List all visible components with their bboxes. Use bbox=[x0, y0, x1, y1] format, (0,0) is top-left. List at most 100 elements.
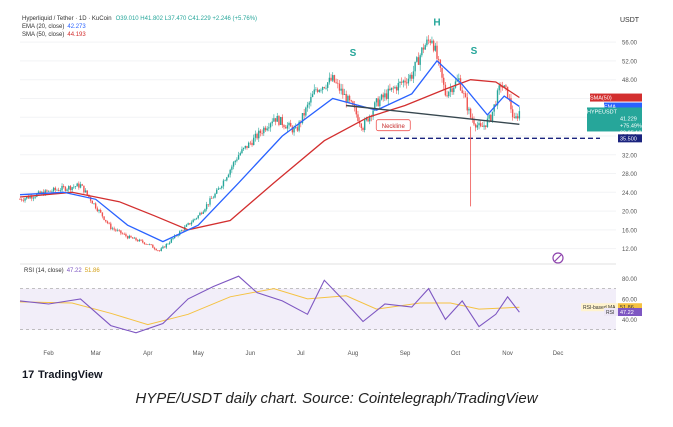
candle-body bbox=[453, 87, 455, 93]
candle-body bbox=[26, 196, 28, 199]
candle-body bbox=[406, 82, 408, 84]
candle-body bbox=[456, 79, 458, 82]
candle-body bbox=[258, 130, 260, 139]
ema-legend-label: EMA (20, close) bbox=[22, 24, 64, 30]
candle-body bbox=[443, 77, 445, 85]
last-price-tag-change: +75.49% bbox=[620, 123, 642, 129]
candle-body bbox=[126, 236, 129, 239]
candle-body bbox=[392, 87, 394, 89]
rsi-ma-line bbox=[19, 288, 520, 326]
candle-body bbox=[375, 98, 378, 103]
rsi-legend-label: RSI (14, close) bbox=[24, 268, 64, 274]
candle-body bbox=[194, 218, 196, 220]
candle-body bbox=[330, 77, 332, 81]
rsi-ma-tag-label: RSI-based MA bbox=[583, 305, 616, 311]
candle-body bbox=[278, 115, 280, 125]
candle-body bbox=[496, 90, 499, 106]
candle-body bbox=[115, 229, 117, 231]
moving-averages bbox=[19, 59, 520, 243]
candle-body bbox=[513, 117, 516, 119]
time-tick-label: Jul bbox=[297, 351, 305, 357]
candle-body bbox=[135, 237, 137, 241]
time-tick-label: Mar bbox=[90, 351, 100, 357]
candle-body bbox=[256, 133, 258, 139]
rsi-tick-label: 80.00 bbox=[622, 277, 638, 283]
candle-body bbox=[49, 190, 51, 192]
candle-body bbox=[251, 142, 253, 146]
candle-body bbox=[200, 212, 203, 214]
candle-body bbox=[321, 87, 324, 90]
candle-body bbox=[182, 230, 184, 231]
candle-body bbox=[147, 244, 149, 245]
last-price-tag-value-box bbox=[618, 107, 642, 132]
ema-20-line bbox=[19, 59, 520, 243]
candle-body bbox=[120, 230, 122, 234]
sma-legend: SMA (50, close) 44.193 bbox=[22, 32, 86, 38]
candle-body bbox=[385, 93, 388, 99]
candle-body bbox=[414, 61, 416, 72]
tradingview-wordmark: TradingView bbox=[38, 369, 103, 381]
candle-body bbox=[382, 94, 384, 98]
candle-body bbox=[192, 219, 194, 223]
rsi-panel: 40.00 60.00 80.00 RSI-based MA 51.86 RSI 47.2… bbox=[19, 263, 642, 334]
candle-body bbox=[180, 230, 183, 232]
candle-body bbox=[145, 244, 147, 245]
candle-body bbox=[189, 223, 191, 225]
candle-body bbox=[118, 230, 120, 231]
sma-tag-value-box bbox=[618, 93, 642, 102]
candle-body bbox=[335, 82, 337, 83]
candle-body bbox=[379, 99, 381, 107]
candle-body bbox=[498, 85, 500, 91]
candle-body bbox=[313, 89, 315, 95]
candle-body bbox=[165, 244, 167, 248]
candle-body bbox=[310, 97, 312, 103]
candle-body bbox=[98, 209, 100, 212]
candle-body bbox=[195, 218, 198, 219]
price-tick-label: 28.00 bbox=[622, 172, 638, 178]
candle-body bbox=[485, 125, 487, 127]
rsi-axis: 40.00 60.00 80.00 bbox=[622, 277, 638, 324]
candle-body bbox=[229, 169, 231, 175]
support-tag-box bbox=[618, 134, 642, 143]
candle-body bbox=[389, 88, 391, 91]
candle-body bbox=[276, 115, 278, 122]
candle-body bbox=[446, 95, 448, 97]
candle-body bbox=[160, 248, 162, 251]
candle-body bbox=[93, 203, 95, 205]
candle-body bbox=[168, 242, 171, 244]
candle-body bbox=[64, 186, 67, 191]
candle-body bbox=[71, 187, 73, 191]
candle-body bbox=[22, 200, 25, 201]
candle-body bbox=[374, 102, 376, 111]
candle-body bbox=[480, 123, 482, 127]
candle-body bbox=[103, 216, 105, 220]
candle-body bbox=[432, 40, 435, 51]
candle-body bbox=[387, 88, 389, 99]
candle-body bbox=[89, 197, 92, 201]
candle-body bbox=[172, 238, 174, 240]
candle-body bbox=[311, 94, 314, 98]
candle-body bbox=[19, 199, 21, 200]
candle-body bbox=[491, 111, 494, 122]
neckline-label: Neckline bbox=[382, 124, 406, 130]
candle-body bbox=[303, 113, 305, 116]
support-tag-value: 35.500 bbox=[620, 136, 637, 142]
candle-body bbox=[108, 223, 110, 224]
candle-body bbox=[210, 198, 213, 199]
candle-body bbox=[94, 203, 97, 209]
candle-body bbox=[419, 55, 421, 65]
candle-body bbox=[268, 127, 270, 129]
rsi-band bbox=[20, 288, 616, 331]
candle-body bbox=[369, 115, 371, 122]
candle-body bbox=[73, 186, 75, 188]
candle-body bbox=[125, 234, 127, 237]
candle-body bbox=[274, 118, 277, 122]
candle-body bbox=[478, 123, 480, 126]
candle-body bbox=[47, 190, 50, 192]
candle-body bbox=[295, 127, 297, 128]
candle-body bbox=[325, 87, 327, 89]
candle-body bbox=[490, 114, 492, 122]
candle-body bbox=[148, 244, 151, 245]
candle-body bbox=[505, 85, 507, 87]
candle-body bbox=[458, 78, 460, 80]
